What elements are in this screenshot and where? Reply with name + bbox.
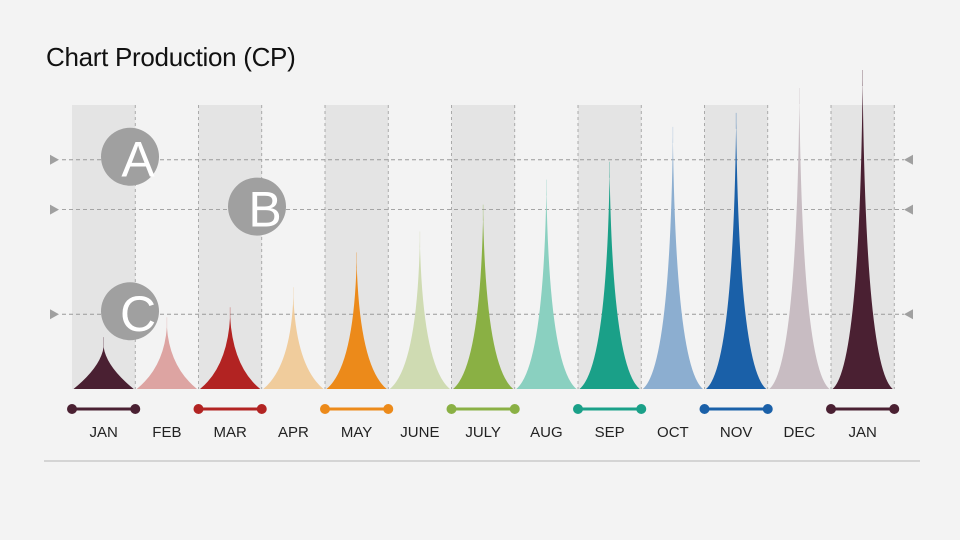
level-marker-right-icon xyxy=(904,309,913,320)
timeline-dot xyxy=(699,404,710,414)
spike-mar xyxy=(200,317,261,389)
level-label: A xyxy=(121,132,155,188)
month-label: JAN xyxy=(89,424,117,441)
timeline-dot xyxy=(383,404,394,414)
timeline-dot xyxy=(509,404,520,414)
timeline-dot xyxy=(446,404,457,414)
spike-nov xyxy=(706,122,767,389)
spike-sep xyxy=(579,171,640,389)
spike-oct xyxy=(642,136,703,389)
spike-feb xyxy=(136,327,197,389)
month-label: JAN xyxy=(848,424,876,441)
timeline-dot xyxy=(130,404,141,414)
month-label: MAR xyxy=(213,424,247,441)
spike-aug xyxy=(516,189,577,389)
month-label: MAY xyxy=(341,424,372,441)
month-label: SEP xyxy=(595,424,625,441)
timeline-dot xyxy=(320,404,330,414)
month-label: DEC xyxy=(784,424,816,441)
level-label: B xyxy=(248,182,281,238)
month-label: NOV xyxy=(720,424,753,441)
level-marker-left-icon xyxy=(50,154,59,165)
timeline-dot xyxy=(826,404,836,414)
month-label: AUG xyxy=(530,424,563,441)
month-label: APR xyxy=(278,424,309,441)
level-marker-left-icon xyxy=(50,309,59,320)
month-label: JULY xyxy=(465,424,501,441)
level-circle xyxy=(228,177,286,236)
timeline-dot xyxy=(889,404,900,414)
timeline-dot xyxy=(636,404,647,414)
spike-july xyxy=(453,214,514,389)
level-marker-right-icon xyxy=(904,204,913,215)
month-label: OCT xyxy=(657,424,689,441)
spike-apr xyxy=(263,297,324,389)
level-circle xyxy=(101,127,159,186)
spike-june xyxy=(389,241,450,389)
month-label: JUNE xyxy=(400,424,439,441)
level-marker-right-icon xyxy=(904,154,913,165)
timeline-dot xyxy=(256,404,267,414)
timeline-dot xyxy=(193,404,204,414)
level-circle xyxy=(101,282,159,341)
spike-jan xyxy=(832,80,893,389)
month-label: FEB xyxy=(152,424,181,441)
timeline-dot xyxy=(67,404,77,414)
timeline-dot xyxy=(762,404,773,414)
spike-jan xyxy=(73,347,134,389)
spike-may xyxy=(326,262,387,389)
page-title: Chart Production (CP) xyxy=(46,42,296,72)
level-marker-left-icon xyxy=(50,204,59,215)
timeline-dot xyxy=(573,404,583,414)
level-label: C xyxy=(120,286,156,342)
spike-dec xyxy=(769,97,830,390)
